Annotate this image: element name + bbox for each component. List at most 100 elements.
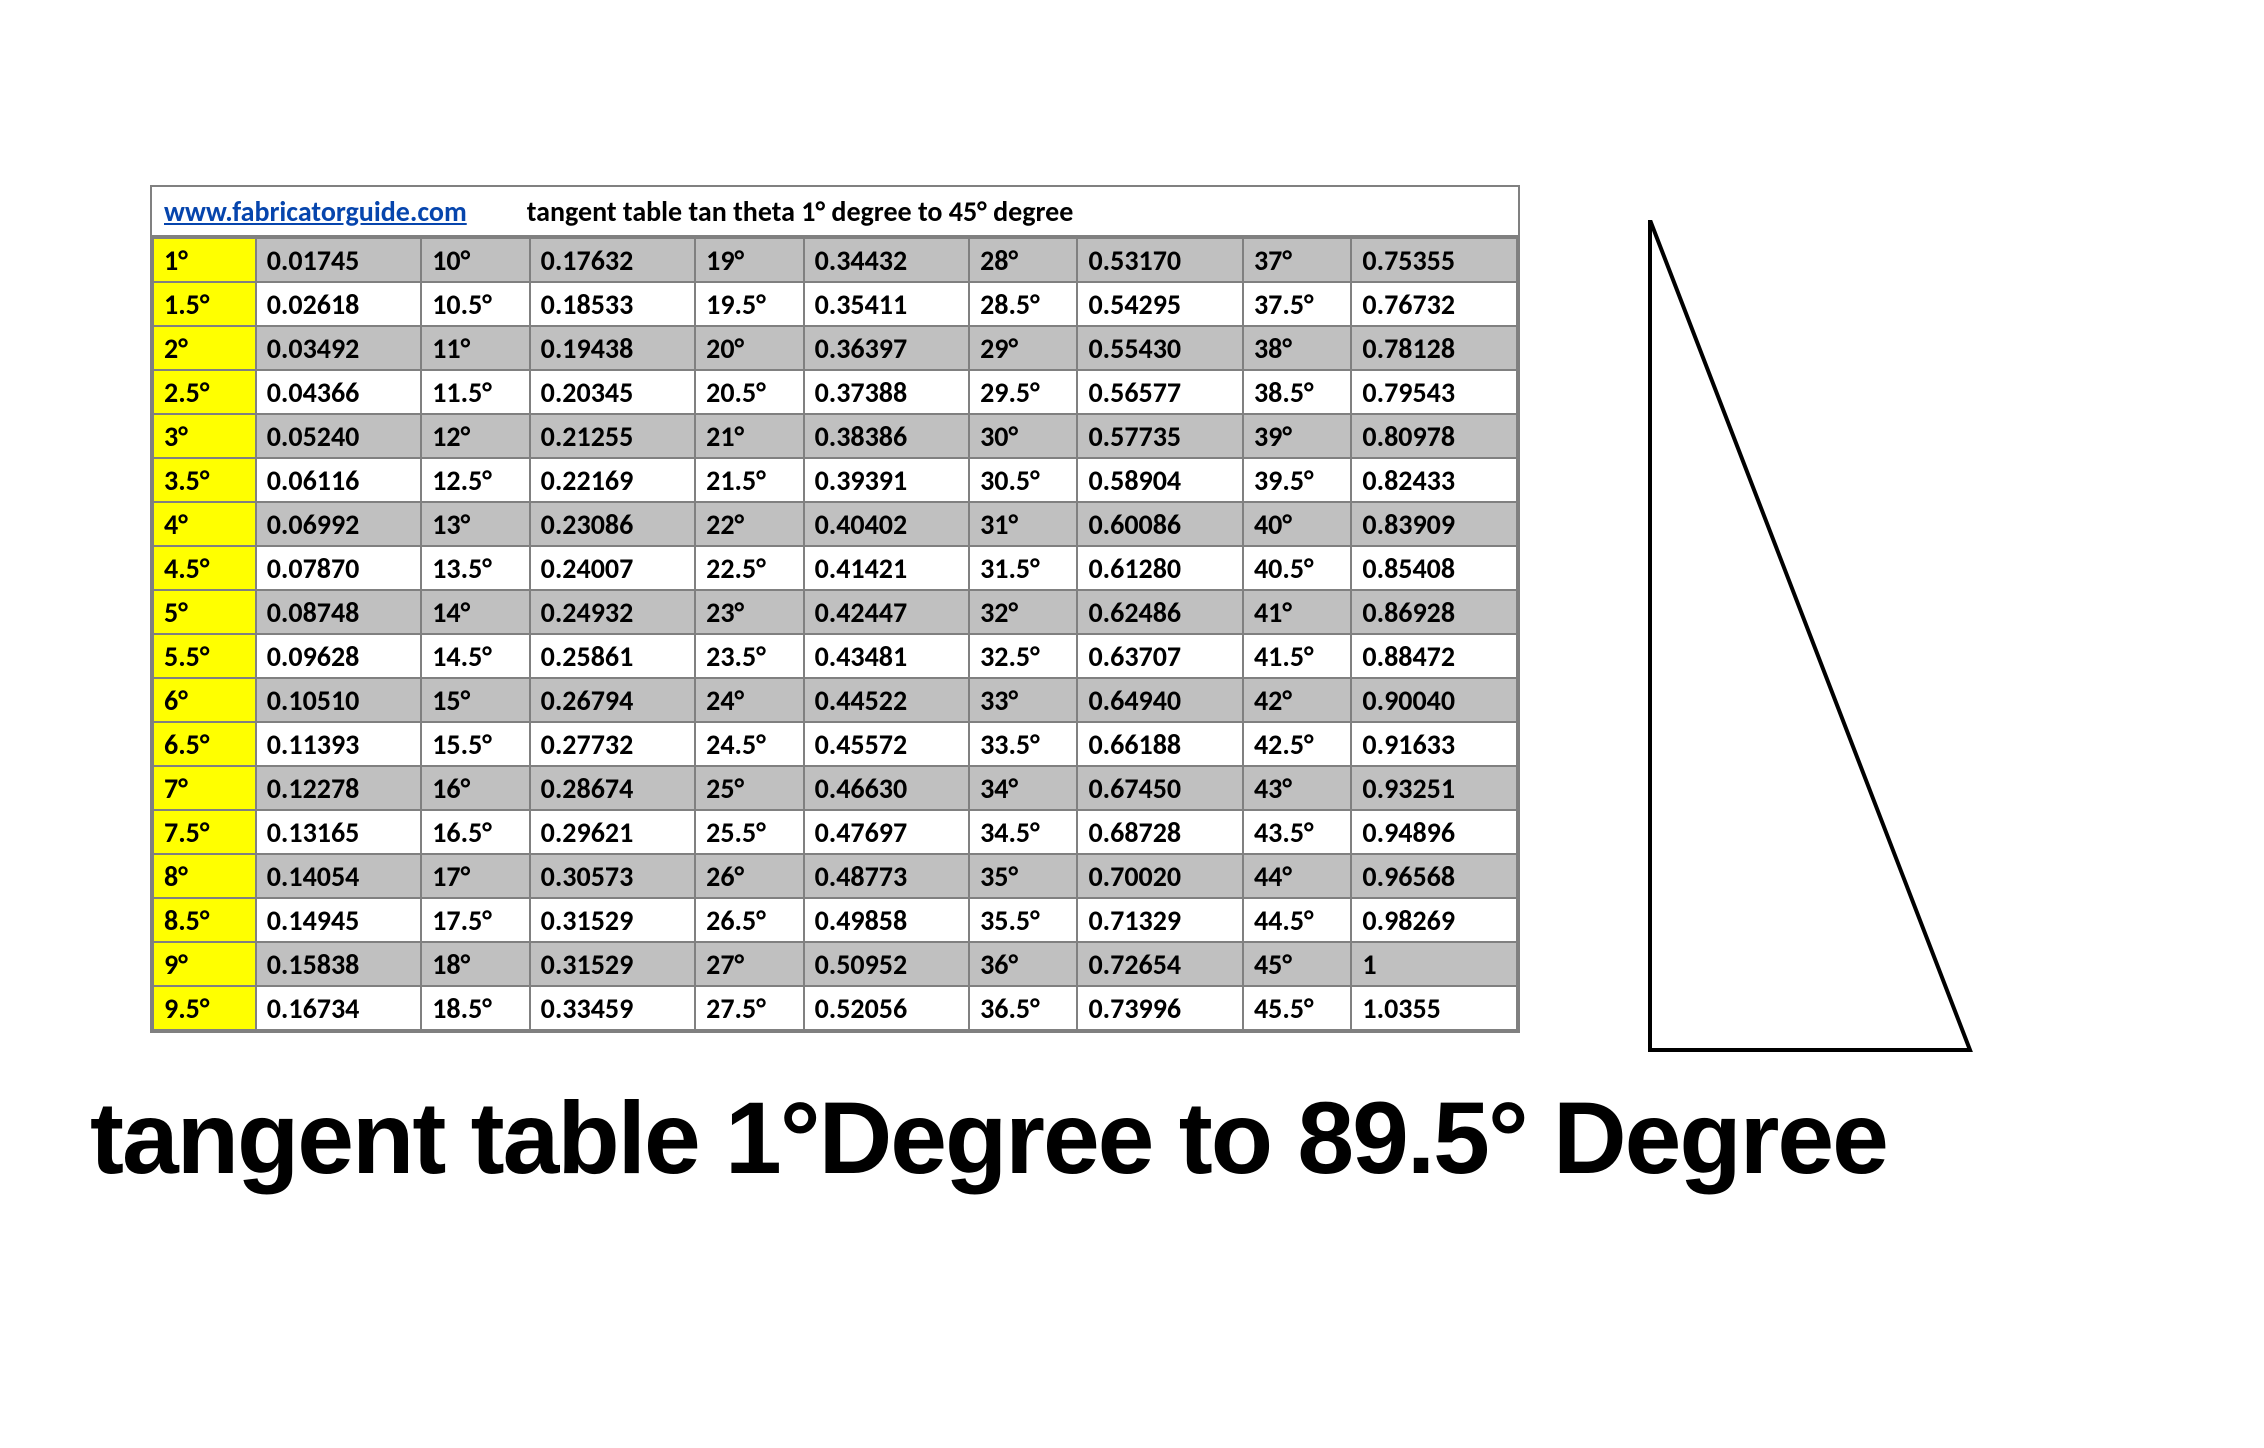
page-root: www.fabricatorguide.com tangent table ta… [0, 0, 2264, 1448]
tangent-value-cell: 0.27732 [530, 722, 696, 766]
tangent-value-cell: 0.71329 [1077, 898, 1243, 942]
table-row: 2.5°0.0436611.5°0.2034520.5°0.3738829.5°… [153, 370, 1517, 414]
tangent-value-cell: 0.15838 [256, 942, 422, 986]
table-row: 3°0.0524012°0.2125521°0.3838630°0.577353… [153, 414, 1517, 458]
tangent-value-cell: 0.11393 [256, 722, 422, 766]
source-link[interactable]: www.fabricatorguide.com [152, 194, 527, 229]
tangent-table: 1°0.0174510°0.1763219°0.3443228°0.531703… [152, 237, 1518, 1031]
degree-cell: 25.5° [695, 810, 803, 854]
degree-cell: 44° [1243, 854, 1351, 898]
degree-cell: 43° [1243, 766, 1351, 810]
degree-cell: 34.5° [969, 810, 1077, 854]
tangent-value-cell: 0.21255 [530, 414, 696, 458]
tangent-value-cell: 0.70020 [1077, 854, 1243, 898]
degree-cell: 37.5° [1243, 282, 1351, 326]
tangent-value-cell: 0.14054 [256, 854, 422, 898]
degree-cell: 19° [695, 238, 803, 282]
tangent-value-cell: 1.0355 [1351, 986, 1517, 1030]
degree-cell: 3° [153, 414, 256, 458]
tangent-value-cell: 0.72654 [1077, 942, 1243, 986]
tangent-value-cell: 0.67450 [1077, 766, 1243, 810]
tangent-value-cell: 0.61280 [1077, 546, 1243, 590]
degree-cell: 24.5° [695, 722, 803, 766]
tangent-value-cell: 0.60086 [1077, 502, 1243, 546]
degree-cell: 45° [1243, 942, 1351, 986]
degree-cell: 9.5° [153, 986, 256, 1030]
degree-cell: 20.5° [695, 370, 803, 414]
tangent-value-cell: 0.66188 [1077, 722, 1243, 766]
degree-cell: 35° [969, 854, 1077, 898]
table-row: 7.5°0.1316516.5°0.2962125.5°0.4769734.5°… [153, 810, 1517, 854]
tangent-value-cell: 0.64940 [1077, 678, 1243, 722]
degree-cell: 7.5° [153, 810, 256, 854]
tangent-value-cell: 0.09628 [256, 634, 422, 678]
tangent-value-cell: 0.08748 [256, 590, 422, 634]
degree-cell: 13.5° [421, 546, 529, 590]
degree-cell: 22° [695, 502, 803, 546]
degree-cell: 10.5° [421, 282, 529, 326]
degree-cell: 11° [421, 326, 529, 370]
degree-cell: 18° [421, 942, 529, 986]
tangent-value-cell: 0.62486 [1077, 590, 1243, 634]
tangent-value-cell: 0.04366 [256, 370, 422, 414]
tangent-value-cell: 0.01745 [256, 238, 422, 282]
degree-cell: 17.5° [421, 898, 529, 942]
tangent-value-cell: 0.41421 [804, 546, 970, 590]
table-row: 8.5°0.1494517.5°0.3152926.5°0.4985835.5°… [153, 898, 1517, 942]
degree-cell: 5.5° [153, 634, 256, 678]
degree-cell: 28.5° [969, 282, 1077, 326]
table-row: 4°0.0699213°0.2308622°0.4040231°0.600864… [153, 502, 1517, 546]
tangent-value-cell: 0.86928 [1351, 590, 1517, 634]
degree-cell: 13° [421, 502, 529, 546]
degree-cell: 23° [695, 590, 803, 634]
tangent-value-cell: 0.82433 [1351, 458, 1517, 502]
degree-cell: 30° [969, 414, 1077, 458]
tangent-value-cell: 0.63707 [1077, 634, 1243, 678]
table-row: 6°0.1051015°0.2679424°0.4452233°0.649404… [153, 678, 1517, 722]
degree-cell: 11.5° [421, 370, 529, 414]
right-triangle-icon [1620, 220, 2000, 1080]
table-row: 5°0.0874814°0.2493223°0.4244732°0.624864… [153, 590, 1517, 634]
degree-cell: 16° [421, 766, 529, 810]
degree-cell: 45.5° [1243, 986, 1351, 1030]
degree-cell: 7° [153, 766, 256, 810]
degree-cell: 39.5° [1243, 458, 1351, 502]
degree-cell: 37° [1243, 238, 1351, 282]
table-row: 5.5°0.0962814.5°0.2586123.5°0.4348132.5°… [153, 634, 1517, 678]
tangent-value-cell: 0.47697 [804, 810, 970, 854]
tangent-value-cell: 0.98269 [1351, 898, 1517, 942]
degree-cell: 9° [153, 942, 256, 986]
tangent-value-cell: 0.26794 [530, 678, 696, 722]
degree-cell: 33.5° [969, 722, 1077, 766]
degree-cell: 44.5° [1243, 898, 1351, 942]
degree-cell: 24° [695, 678, 803, 722]
tangent-value-cell: 0.33459 [530, 986, 696, 1030]
tangent-value-cell: 0.76732 [1351, 282, 1517, 326]
tangent-value-cell: 0.20345 [530, 370, 696, 414]
tangent-value-cell: 0.49858 [804, 898, 970, 942]
tangent-value-cell: 0.40402 [804, 502, 970, 546]
table-row: 3.5°0.0611612.5°0.2216921.5°0.3939130.5°… [153, 458, 1517, 502]
tangent-value-cell: 0.31529 [530, 898, 696, 942]
degree-cell: 21° [695, 414, 803, 458]
tangent-value-cell: 0.88472 [1351, 634, 1517, 678]
degree-cell: 15.5° [421, 722, 529, 766]
tangent-value-cell: 0.23086 [530, 502, 696, 546]
tangent-value-cell: 0.39391 [804, 458, 970, 502]
degree-cell: 6° [153, 678, 256, 722]
degree-cell: 12.5° [421, 458, 529, 502]
table-row: 1.5°0.0261810.5°0.1853319.5°0.3541128.5°… [153, 282, 1517, 326]
table-title: tangent table tan theta 1° degree to 45°… [527, 194, 1074, 229]
tangent-value-cell: 0.19438 [530, 326, 696, 370]
tangent-value-cell: 0.13165 [256, 810, 422, 854]
degree-cell: 4.5° [153, 546, 256, 590]
degree-cell: 8.5° [153, 898, 256, 942]
table-row: 1°0.0174510°0.1763219°0.3443228°0.531703… [153, 238, 1517, 282]
degree-cell: 30.5° [969, 458, 1077, 502]
tangent-value-cell: 0.58904 [1077, 458, 1243, 502]
degree-cell: 17° [421, 854, 529, 898]
tangent-value-cell: 0.91633 [1351, 722, 1517, 766]
degree-cell: 29° [969, 326, 1077, 370]
degree-cell: 27.5° [695, 986, 803, 1030]
tangent-value-cell: 0.75355 [1351, 238, 1517, 282]
